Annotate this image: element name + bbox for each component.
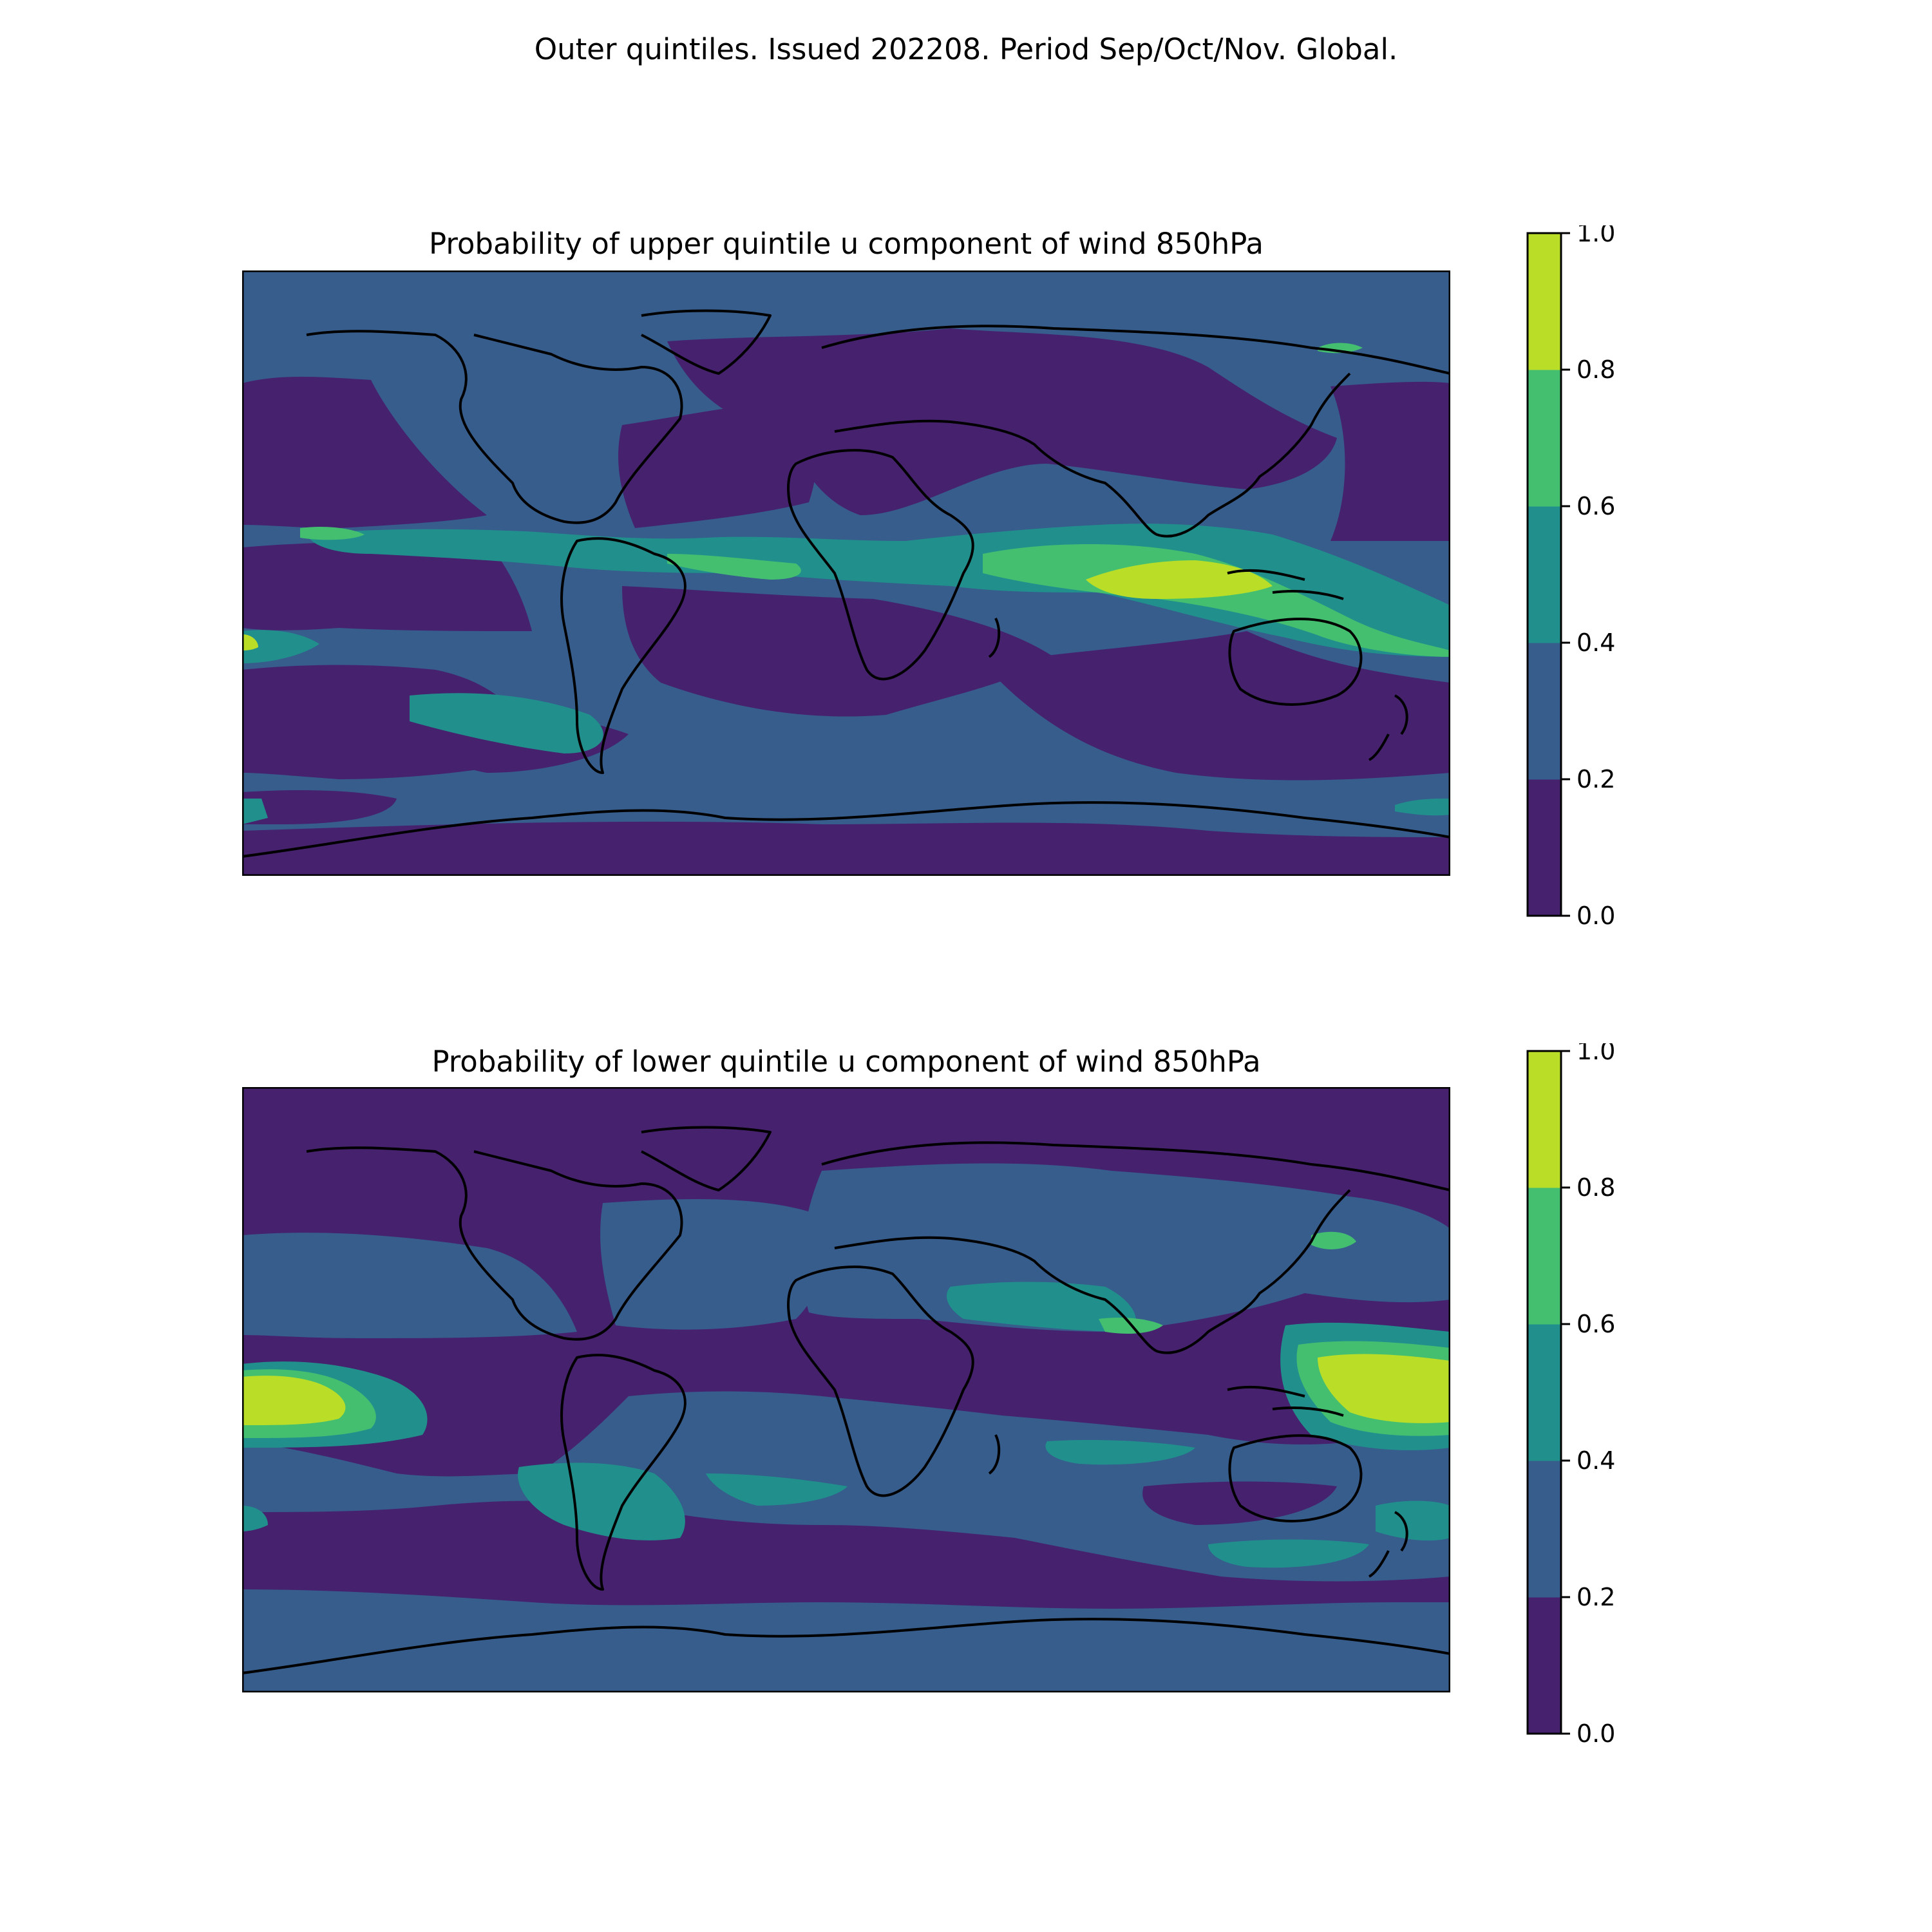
mid-region-s-pacific-west bbox=[242, 799, 268, 824]
upper-quintile-probability-map bbox=[242, 270, 1450, 876]
coast-north-america bbox=[306, 330, 683, 524]
colorbar-band bbox=[1528, 506, 1561, 643]
colorbar-band bbox=[1528, 643, 1561, 780]
map-frame bbox=[242, 270, 1450, 876]
mid-region-nz bbox=[1376, 1501, 1450, 1541]
mid-region-e-pacific bbox=[242, 630, 319, 663]
mid-region-se-pacific bbox=[1395, 799, 1450, 816]
figure-suptitle: Outer quintiles. Issued 202208. Period S… bbox=[534, 32, 1398, 66]
very-high-probability-regions bbox=[242, 1354, 1450, 1425]
coast-africa bbox=[787, 449, 974, 681]
high-region-e-pacific bbox=[300, 527, 365, 540]
coast-madagascar bbox=[988, 618, 1001, 658]
mid-region-s-america bbox=[518, 1463, 685, 1540]
high-region-w-pacific-band bbox=[983, 544, 1450, 657]
mid-region-s-atlantic-ridge bbox=[410, 693, 603, 753]
colorbar-tick-label: 0.6 bbox=[1577, 492, 1615, 520]
coast-africa bbox=[787, 1265, 974, 1497]
mid-region-s-pacific-east bbox=[1208, 1539, 1369, 1568]
very-high-probability-regions bbox=[242, 560, 1273, 650]
colorbar-tick-label: 0.0 bbox=[1577, 902, 1615, 927]
coast-new-zealand bbox=[1368, 1511, 1408, 1578]
low-probability-regions bbox=[242, 328, 1450, 876]
colorbar-tick-label: 1.0 bbox=[1577, 1043, 1615, 1065]
low-region-s-pacific-mid bbox=[305, 1533, 487, 1577]
upper-quintile-colorbar: 0.0 0.2 0.4 0.6 0.8 1.0 bbox=[1526, 225, 1615, 927]
map-frame bbox=[242, 1087, 1450, 1692]
coast-indonesia bbox=[1227, 569, 1344, 600]
high-region-japan bbox=[1311, 1231, 1356, 1249]
colorbar-frame bbox=[1526, 232, 1562, 917]
lower-quintile-colorbar: 0.0 0.2 0.4 0.6 0.8 1.0 bbox=[1526, 1043, 1615, 1745]
colorbar-tick-label: 0.8 bbox=[1577, 355, 1615, 384]
coast-indonesia bbox=[1227, 1385, 1344, 1417]
low-region-south-indian bbox=[983, 631, 1450, 781]
colorbar-bands bbox=[1528, 233, 1561, 916]
colorbar-band bbox=[1528, 370, 1561, 507]
coast-south-america bbox=[560, 1354, 687, 1591]
lm-region-n-pacific bbox=[242, 1233, 577, 1338]
coast-greenland bbox=[641, 309, 772, 375]
lm-region-atlantic bbox=[600, 1199, 827, 1330]
coast-australia bbox=[1228, 618, 1363, 706]
upper-quintile-map-title: Probability of upper quintile u componen… bbox=[429, 227, 1264, 261]
mid-region-indian-ocean bbox=[1045, 1440, 1195, 1465]
colorbar-ticks: 0.0 0.2 0.4 0.6 0.8 1.0 bbox=[1561, 1043, 1615, 1745]
coast-north-america bbox=[306, 1146, 683, 1341]
coast-south-america bbox=[560, 537, 687, 774]
colorbar-band bbox=[1528, 1188, 1561, 1325]
coast-australia bbox=[1228, 1434, 1363, 1522]
colorbar-band bbox=[1528, 779, 1561, 916]
colorbar-tick-label: 0.6 bbox=[1577, 1310, 1615, 1338]
colorbar-tick-label: 0.4 bbox=[1577, 1446, 1615, 1475]
colorbar-tick-label: 0.8 bbox=[1577, 1173, 1615, 1202]
lower-quintile-map-title: Probability of lower quintile u componen… bbox=[431, 1045, 1261, 1079]
lm-region-southern-ocean bbox=[242, 1589, 1450, 1692]
coast-new-zealand bbox=[1368, 694, 1408, 761]
colorbar-tick-label: 0.2 bbox=[1577, 1583, 1615, 1611]
low-region-tropical-pacific bbox=[242, 541, 532, 631]
coast-eurasia bbox=[821, 1141, 1450, 1354]
very-high-region-e-pacific bbox=[242, 634, 258, 650]
very-high-region-w-pacific bbox=[1318, 1354, 1450, 1423]
colorbar-tick-label: 0.0 bbox=[1577, 1719, 1615, 1745]
very-high-region-central-pacific bbox=[242, 1376, 346, 1425]
coast-antarctica bbox=[242, 1618, 1450, 1674]
low-mid-probability-regions bbox=[242, 1163, 1450, 1692]
low-region-s-pacific-mid bbox=[242, 790, 397, 824]
coast-greenland bbox=[641, 1126, 772, 1191]
coastlines bbox=[242, 309, 1450, 858]
lower-quintile-probability-map bbox=[242, 1087, 1450, 1692]
coast-antarctica bbox=[242, 801, 1450, 858]
low-region-southern-ocean bbox=[242, 821, 1450, 876]
very-high-region-indian-ocean bbox=[1086, 560, 1273, 599]
colorbar-tick-label: 1.0 bbox=[1577, 225, 1615, 247]
colorbar-band bbox=[1528, 1597, 1561, 1734]
colorbar-band bbox=[1528, 1324, 1561, 1461]
colorbar-tick-label: 0.4 bbox=[1577, 629, 1615, 657]
high-region-amazon bbox=[667, 554, 801, 580]
low-region-eurasia bbox=[667, 328, 1337, 515]
colorbar-ticks: 0.0 0.2 0.4 0.6 0.8 1.0 bbox=[1561, 225, 1615, 927]
low-region-n-pacific bbox=[242, 377, 487, 528]
colorbar-tick-label: 0.2 bbox=[1577, 765, 1615, 793]
low-region-n-pacific-east bbox=[1331, 381, 1450, 541]
coast-madagascar bbox=[988, 1434, 1001, 1475]
coast-eurasia bbox=[821, 325, 1450, 538]
colorbar-frame bbox=[1526, 1050, 1562, 1735]
colorbar-band bbox=[1528, 1051, 1561, 1188]
low-region-south-atlantic bbox=[622, 586, 1054, 717]
mid-region-e-pacific bbox=[242, 1506, 268, 1531]
colorbar-band bbox=[1528, 1461, 1561, 1598]
colorbar-band bbox=[1528, 233, 1561, 370]
coastlines bbox=[242, 1126, 1450, 1674]
colorbar-bands bbox=[1528, 1051, 1561, 1734]
mid-region-s-atlantic-stripe bbox=[706, 1473, 848, 1506]
